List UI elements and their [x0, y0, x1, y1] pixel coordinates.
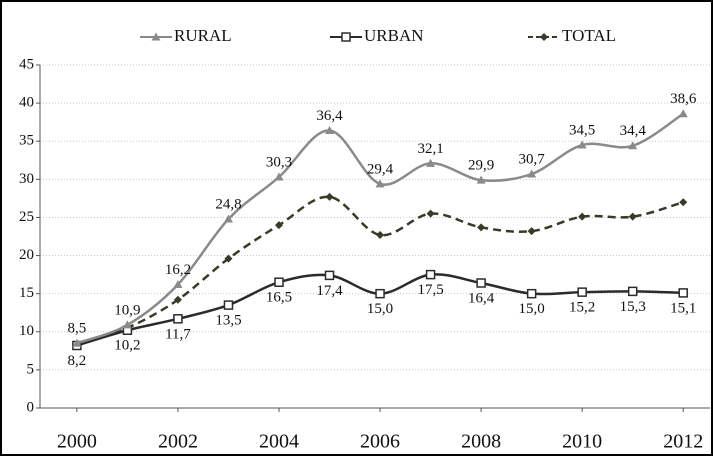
y-tick-label: 5 [27, 361, 35, 377]
data-label: 11,7 [165, 326, 191, 342]
x-tick-label: 2010 [562, 431, 602, 453]
data-label: 10,2 [114, 338, 140, 354]
y-tick-label: 20 [19, 247, 34, 263]
marker [577, 287, 587, 297]
marker [223, 214, 233, 223]
data-label: 8,5 [68, 321, 87, 337]
marker [122, 320, 132, 329]
data-label: 16,2 [165, 262, 191, 278]
x-tick-label: 2012 [663, 431, 703, 453]
marker [476, 175, 486, 184]
marker [375, 288, 385, 299]
y-tick-label: 45 [19, 56, 34, 72]
data-label: 30,7 [519, 151, 546, 167]
marker [72, 338, 82, 347]
data-label: 29,4 [367, 161, 394, 177]
marker [577, 140, 587, 149]
data-label: 24,8 [215, 196, 241, 212]
data-label: 10,9 [114, 302, 140, 318]
x-tick-label: 2002 [158, 431, 198, 453]
data-label: 13,5 [215, 313, 241, 329]
data-label: 36,4 [316, 108, 343, 124]
legend-marker [151, 32, 161, 41]
marker [627, 286, 638, 297]
legend-label: RURAL [174, 26, 232, 45]
data-label: 8,2 [68, 353, 87, 369]
data-label: 15,2 [569, 300, 595, 316]
data-label: 34,4 [620, 123, 647, 139]
data-label: 16,5 [266, 290, 292, 306]
legend-label: TOTAL [562, 26, 616, 45]
marker [527, 169, 537, 178]
y-tick-label: 40 [19, 95, 34, 111]
y-tick-label: 10 [19, 323, 34, 339]
marker [527, 227, 536, 236]
marker [173, 295, 182, 304]
y-tick-label: 30 [19, 171, 34, 187]
marker [375, 179, 385, 188]
marker [678, 109, 688, 118]
legend-marker [341, 32, 351, 42]
x-tick-label: 2004 [259, 431, 299, 453]
marker [477, 223, 486, 232]
marker [376, 230, 385, 239]
marker [678, 288, 688, 298]
data-label: 29,9 [468, 158, 494, 174]
data-label: 15,0 [367, 301, 393, 317]
data-label: 17,4 [316, 283, 343, 299]
marker [425, 269, 436, 280]
data-label: 34,5 [569, 122, 595, 138]
data-label: 16,4 [468, 290, 495, 306]
x-tick-label: 2008 [461, 431, 501, 453]
x-tick-label: 2000 [57, 431, 97, 453]
marker [325, 192, 334, 201]
marker [173, 280, 183, 289]
marker [628, 141, 638, 150]
data-label: 32,1 [417, 141, 443, 157]
marker [173, 314, 183, 324]
data-label: 15,0 [519, 301, 545, 317]
marker [426, 158, 436, 167]
data-label: 15,3 [620, 299, 646, 315]
x-tick-label: 2006 [360, 431, 400, 453]
marker [476, 278, 486, 288]
marker [274, 221, 283, 230]
marker [526, 288, 537, 299]
data-label: 17,5 [417, 282, 443, 298]
marker [274, 172, 284, 181]
marker [578, 212, 587, 221]
marker [426, 209, 435, 218]
marker [324, 270, 335, 281]
data-label: 30,3 [266, 154, 292, 170]
y-tick-label: 35 [19, 133, 34, 149]
legend-marker [540, 33, 548, 41]
marker [325, 126, 335, 135]
data-label: 38,6 [670, 91, 697, 107]
y-tick-label: 0 [27, 399, 35, 415]
marker [223, 300, 234, 310]
legend-label: URBAN [364, 26, 424, 45]
marker [679, 198, 688, 207]
y-tick-label: 15 [19, 285, 34, 301]
marker [274, 277, 284, 287]
data-label: 15,1 [670, 300, 696, 316]
marker [628, 212, 637, 221]
y-tick-label: 25 [19, 209, 34, 225]
marker [224, 254, 233, 263]
